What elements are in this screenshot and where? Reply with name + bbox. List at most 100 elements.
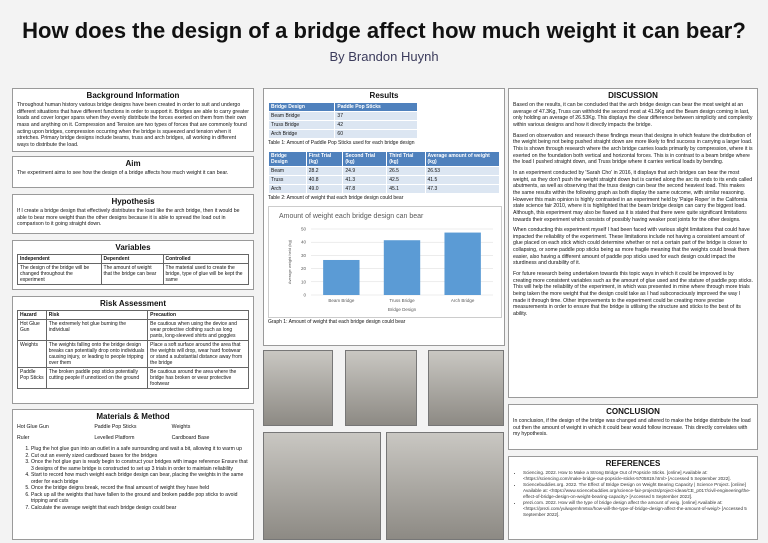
table-cell: The design of the bridge will be changed…: [17, 263, 102, 285]
column-header: Average amount of weight (kg): [424, 151, 501, 167]
heading: Hypothesis: [111, 197, 155, 206]
table-cell: 60: [334, 129, 418, 139]
material-item: Cardboard Base: [171, 435, 210, 441]
results-panel: Results Bridge Design Paddle Pop Sticks Be…: [263, 88, 505, 346]
table-row: Weights The weights falling onto the brid…: [17, 340, 249, 368]
table-cell: Beam Bridge: [267, 111, 336, 121]
table-row: Arch 49.0 47.8 45.1 47.3: [268, 184, 501, 194]
column-header: Second Trial (kg): [342, 151, 388, 167]
heading: CONCLUSION: [606, 407, 660, 416]
risk-panel: Risk Assessment Hazard Risk Precaution Hot …: [12, 296, 254, 404]
column-header: Dependent: [100, 254, 164, 264]
column-header: Independent: [17, 254, 102, 264]
y-tick-label: 30: [301, 253, 307, 258]
material-item: Hot Glue Gun: [17, 424, 49, 430]
references-panel: REFERENCES Sciencing. 2022. How to Make …: [508, 456, 758, 540]
column-header: Precaution: [147, 310, 249, 320]
column-header: Hazard: [17, 310, 47, 320]
x-axis-label: Bridge Design: [388, 307, 417, 312]
heading: Risk Assessment: [100, 299, 166, 308]
table-cell: The material used to create the bridge, …: [162, 263, 250, 285]
bar: [383, 240, 421, 295]
material-item: Paddle Pop Sticks: [94, 424, 137, 430]
heading: Variables: [115, 243, 151, 252]
table-cell: 42.5: [386, 175, 426, 185]
table-cell: 26.5: [386, 166, 426, 176]
table-cell: 37: [334, 111, 418, 121]
chart-title: Amount of weight each bridge design can …: [279, 213, 424, 220]
author: By Brandon Huynh: [329, 49, 439, 64]
table: Bridge Design Paddle Pop Sticks Beam Bridg…: [267, 102, 418, 139]
table-cell: Paddle Pop Sticks: [17, 367, 47, 389]
y-tick-label: 10: [301, 279, 307, 284]
table-cell: Truss Bridge: [267, 120, 336, 130]
column-header: Paddle Pop Sticks: [334, 102, 418, 112]
table-cell: 41.3: [342, 175, 388, 185]
table-cell: The amount of weight that the bridge can…: [100, 263, 164, 285]
table-row: The design of the bridge will be changed…: [17, 263, 250, 285]
paragraph: Based on the results, it can be conclude…: [513, 102, 753, 128]
table-cell: Beam: [268, 166, 307, 176]
column-header: Bridge Design: [268, 151, 307, 167]
y-tick-label: 50: [301, 227, 307, 232]
table-cell: 47.3: [424, 184, 501, 194]
x-tick-label: Truss Bridge: [389, 298, 415, 303]
table-cell: Truss: [268, 175, 307, 185]
caption: Table 1: Amount of Paddle Pop Sticks use…: [268, 140, 415, 146]
heading: Materials & Method: [96, 412, 170, 421]
discussion-panel: DISCUSSION Based on the results, it can …: [508, 88, 758, 398]
heading: Aim: [125, 159, 141, 168]
table: Independent Dependent Controlled The design…: [17, 254, 250, 285]
aim-panel: Aim The experiment aims to see how the d…: [12, 156, 254, 188]
material-item: Ruler: [17, 435, 30, 441]
table-row: Truss Bridge 42: [267, 120, 418, 130]
paragraph: Based on observation and research these …: [513, 132, 753, 166]
material-item: Weights: [171, 424, 191, 430]
table: Hazard Risk Precaution Hot Glue Gun The extr…: [17, 310, 249, 389]
table-cell: Arch Bridge: [267, 129, 336, 139]
table-row: Hot Glue Gun The extremely hot glue burni…: [17, 319, 249, 341]
x-tick-label: Beam Bridge: [328, 298, 355, 303]
reference-list: Sciencing. 2022. How to Make a Strong Br…: [513, 470, 753, 518]
method-steps: Plug the hot glue gun into an outlet in …: [17, 446, 249, 511]
paragraph: In an experiment conducted by 'Sarah Cho…: [513, 169, 753, 223]
caption: Graph 1: Amount of weight that each brid…: [268, 319, 406, 325]
table-wrap: Bridge Design First Trial (kg) Second Tria…: [268, 151, 501, 194]
column-header: First Trial (kg): [305, 151, 344, 167]
table-row: Beam Bridge 37: [267, 111, 418, 121]
method-step: Start to record how much weight each bri…: [31, 472, 249, 485]
table-row: Arch Bridge 60: [267, 129, 418, 139]
table-cell: 49.0: [305, 184, 344, 194]
bar-chart: Amount of weight each bridge design can …: [268, 206, 502, 318]
y-tick-label: 0: [303, 293, 306, 298]
method-step: Plug the hot glue gun into an outlet in …: [31, 446, 249, 453]
paragraph: Throughout human history various bridge …: [17, 102, 249, 148]
table-cell: 26.53: [424, 166, 501, 176]
heading: Results: [369, 91, 399, 100]
paragraph: For future research being undertaken tow…: [513, 271, 753, 318]
table-wrap: Bridge Design Paddle Pop Sticks Beam Bridg…: [267, 102, 418, 139]
title: How does the design of a bridge affect h…: [22, 18, 746, 43]
heading: DISCUSSION: [608, 91, 658, 100]
photo: [263, 432, 381, 540]
hypothesis-panel: Hypothesis If I create a bridge design t…: [12, 194, 254, 234]
header-row: Hazard Risk Precaution: [17, 310, 249, 320]
table-cell: 40.8: [305, 175, 344, 185]
table-cell: Place a soft surface around the area tha…: [147, 340, 249, 368]
bar: [323, 259, 360, 295]
paragraph: The experiment aims to see how the desig…: [17, 170, 229, 176]
y-tick-label: 20: [301, 266, 307, 271]
caption: Table 2: Amount of weight that each brid…: [268, 195, 404, 201]
materials-panel: Materials & Method Hot Glue Gun Paddle Po…: [12, 409, 254, 540]
y-axis-label: Average weight held (kg): [287, 239, 292, 284]
paragraph: If I create a bridge design that effecti…: [17, 208, 240, 228]
table-cell: The weights falling onto the bridge desi…: [45, 340, 149, 368]
table-cell: 42: [334, 120, 418, 130]
header-row: Bridge Design Paddle Pop Sticks: [267, 102, 418, 112]
table-cell: 45.1: [386, 184, 426, 194]
table-cell: 24.9: [342, 166, 388, 176]
reference: prezi.com. 2022. How will the type of br…: [523, 500, 753, 518]
method-step: Cut out an evenly sized cardboard bases …: [31, 453, 249, 460]
table-cell: 47.8: [342, 184, 388, 194]
